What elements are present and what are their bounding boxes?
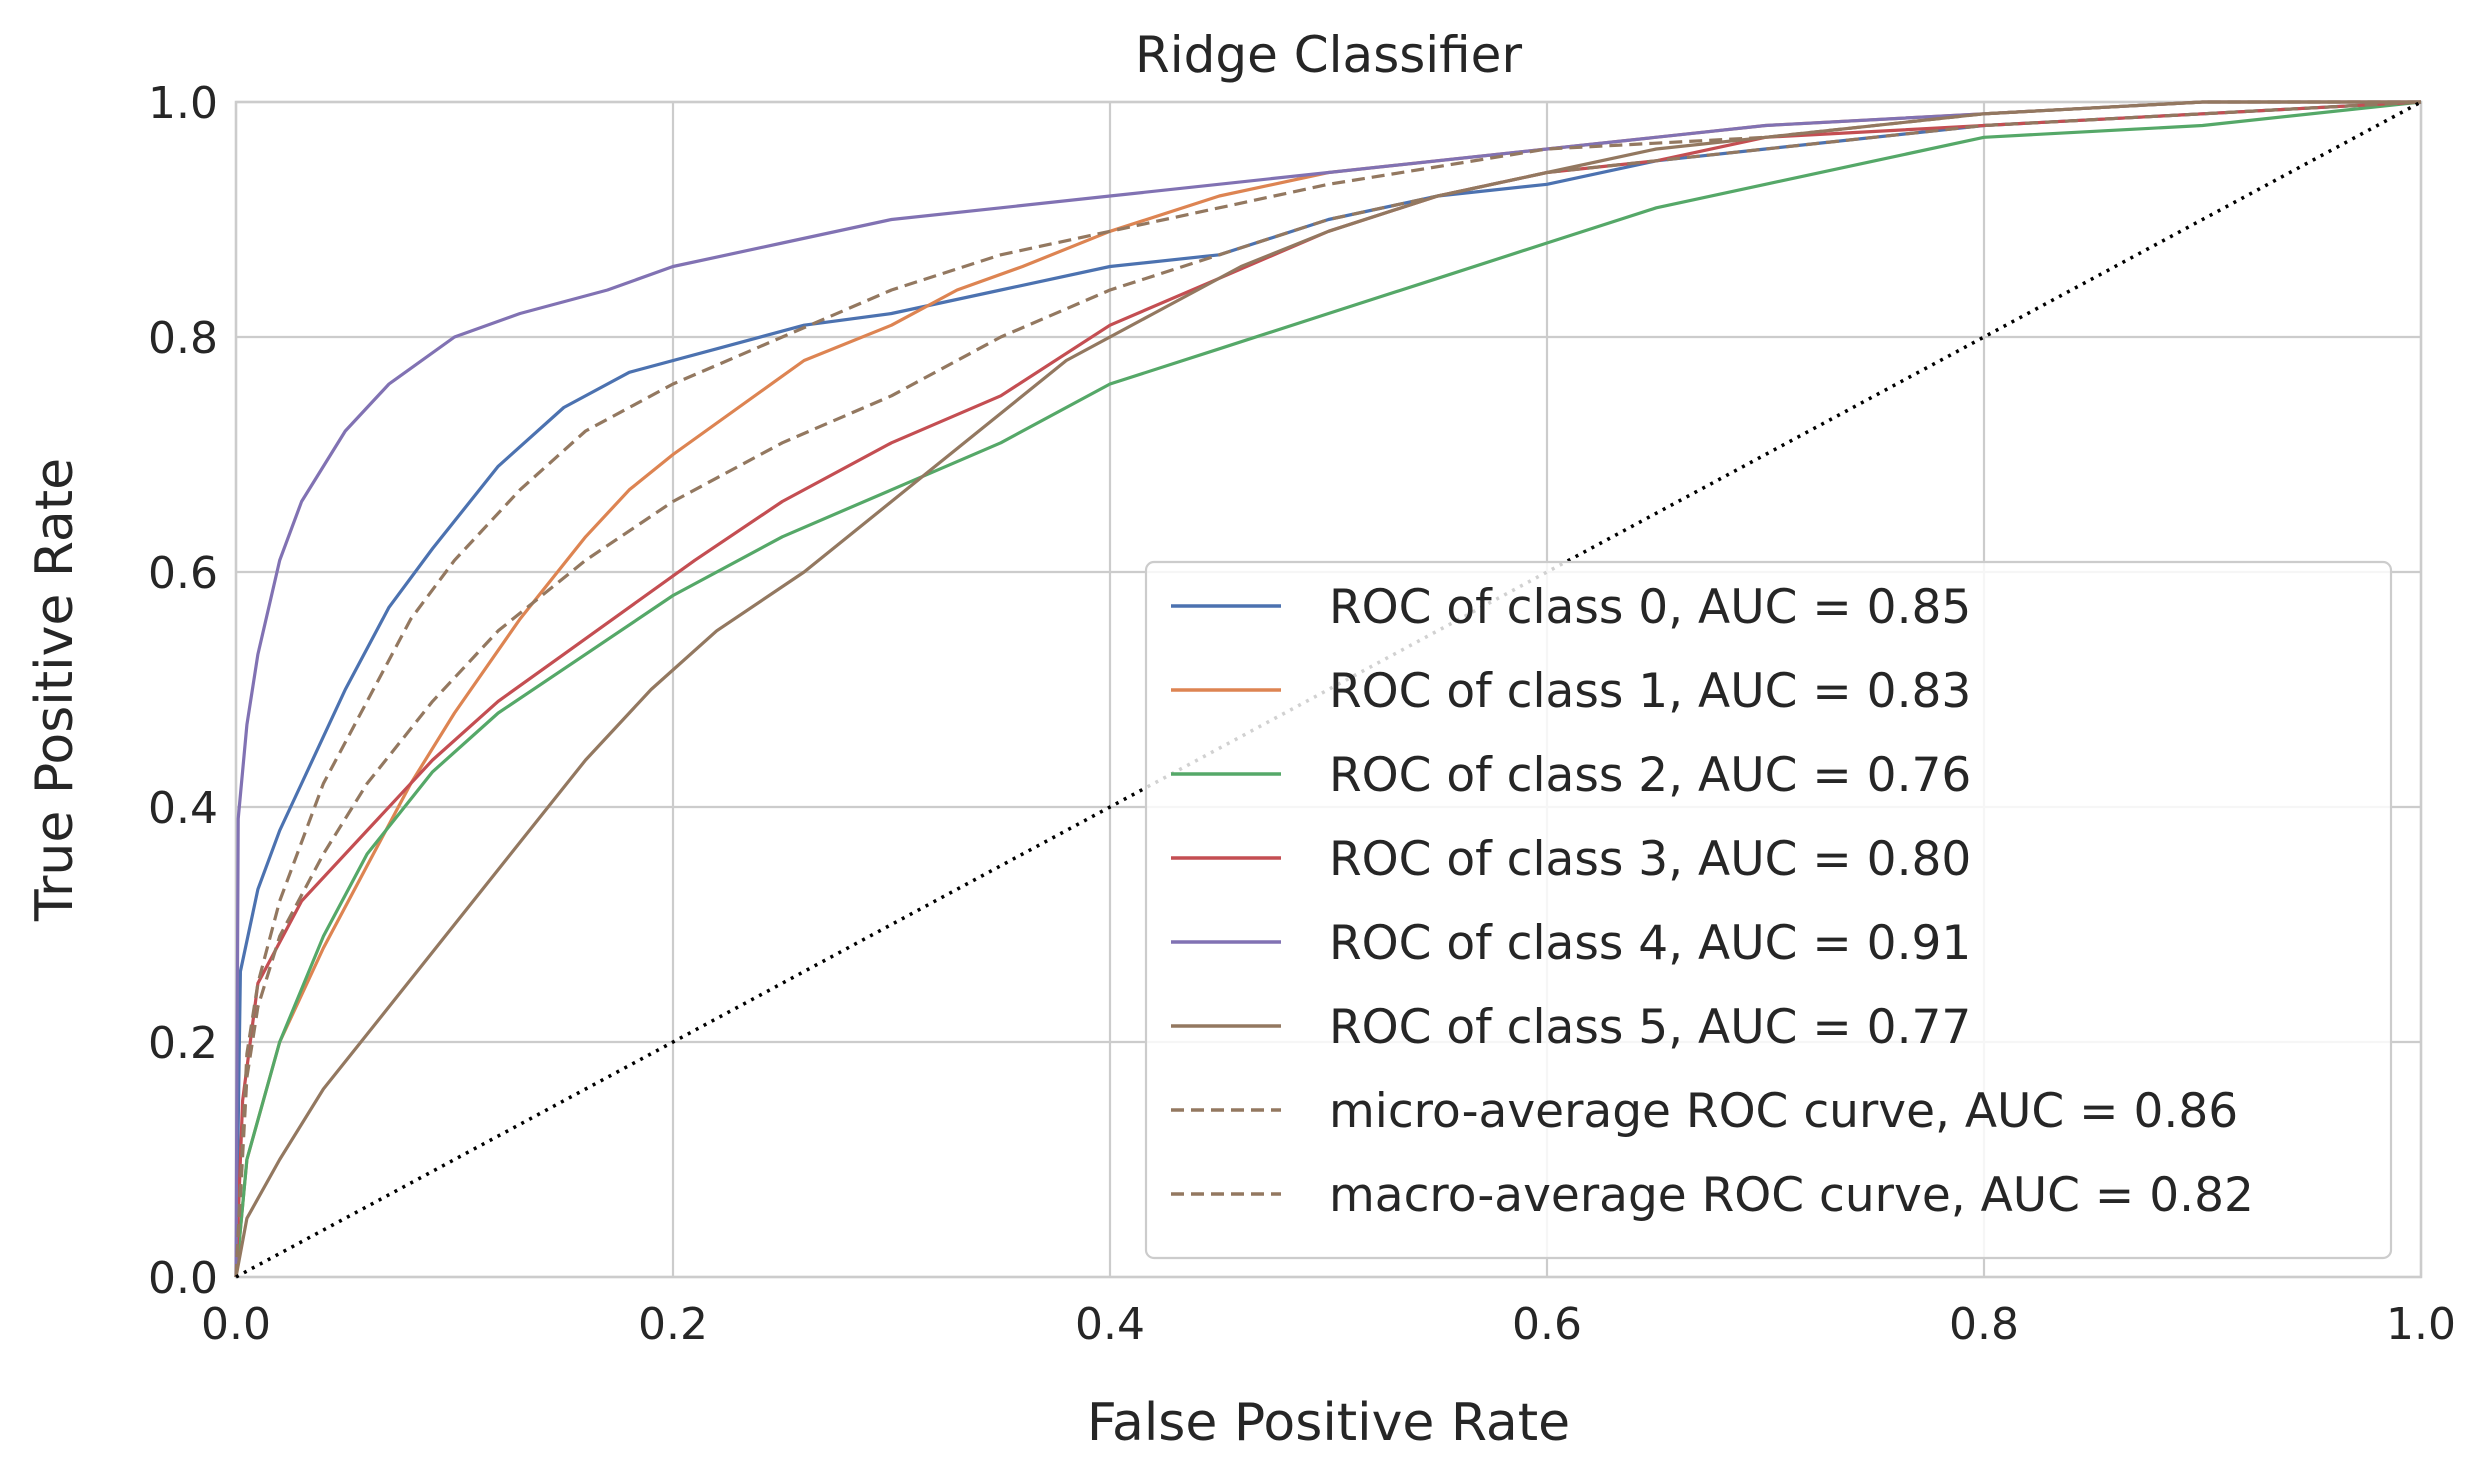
legend-label: macro-average ROC curve, AUC = 0.82 bbox=[1329, 1168, 2254, 1223]
series-line-7 bbox=[234, 100, 2422, 1278]
x-tick-label: 0.4 bbox=[1075, 1299, 1145, 1350]
x-tick-label: 0.8 bbox=[1949, 1299, 2019, 1350]
x-tick-label: 1.0 bbox=[2386, 1299, 2456, 1350]
x-tick-label: 0.2 bbox=[638, 1299, 708, 1350]
series-line-6 bbox=[234, 100, 2421, 1278]
legend-label: ROC of class 4, AUC = 0.91 bbox=[1329, 916, 1971, 971]
y-axis-label: True Positive Rate bbox=[25, 458, 85, 922]
series-line-5 bbox=[234, 100, 2421, 1278]
series-line-3 bbox=[234, 100, 2422, 1278]
legend-box bbox=[1144, 560, 2393, 1260]
series-line-4 bbox=[234, 100, 2421, 1278]
x-axis-label: False Positive Rate bbox=[1087, 1393, 1570, 1453]
chart-title: Ridge Classifier bbox=[1135, 26, 1522, 84]
legend: ROC of class 0, AUC = 0.85 ROC of class 1… bbox=[1144, 560, 2393, 1260]
legend-label: micro-average ROC curve, AUC = 0.86 bbox=[1329, 1084, 2238, 1139]
y-tick-label: 0.8 bbox=[148, 313, 218, 364]
y-tick-label: 1.0 bbox=[148, 78, 218, 129]
axes: 0.0 0.2 0.4 0.6 0.8 1.0 0.0 0.2 0.4 0.6 0.8 1.0 bbox=[148, 78, 2456, 1350]
legend-label: ROC of class 1, AUC = 0.83 bbox=[1329, 664, 1971, 719]
x-tick-label: 0.6 bbox=[1512, 1299, 1582, 1350]
series-lines bbox=[234, 100, 2422, 1279]
y-tick-label: 0.6 bbox=[148, 548, 218, 599]
legend-label: ROC of class 5, AUC = 0.77 bbox=[1329, 1000, 1971, 1055]
legend-label: ROC of class 0, AUC = 0.85 bbox=[1329, 580, 1971, 635]
y-tick-label: 0.0 bbox=[148, 1253, 218, 1304]
y-tick-label: 0.4 bbox=[148, 783, 218, 834]
legend-label: ROC of class 2, AUC = 0.76 bbox=[1329, 748, 1971, 803]
x-tick-label: 0.0 bbox=[201, 1299, 271, 1350]
series-line-2 bbox=[234, 100, 2422, 1278]
plot-frame bbox=[234, 100, 2423, 1279]
legend-label: ROC of class 3, AUC = 0.80 bbox=[1329, 832, 1971, 887]
y-tick-label: 0.2 bbox=[148, 1018, 218, 1069]
